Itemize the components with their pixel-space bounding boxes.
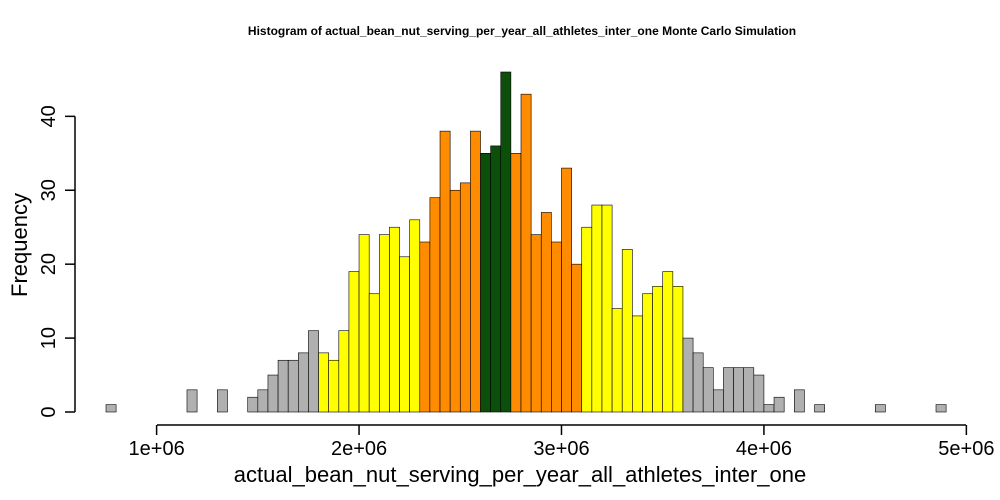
histogram-bar bbox=[551, 241, 562, 413]
histogram-bar bbox=[399, 256, 410, 413]
y-tick-label: 20 bbox=[38, 253, 60, 275]
histogram-bar bbox=[713, 389, 724, 413]
y-tick-label: 10 bbox=[38, 327, 60, 349]
histogram-bar bbox=[601, 204, 613, 413]
histogram-bar bbox=[530, 234, 542, 413]
histogram-bar bbox=[591, 204, 603, 413]
histogram-bar bbox=[338, 330, 350, 413]
histogram-bar bbox=[621, 249, 633, 413]
histogram-bar bbox=[581, 226, 593, 413]
histogram-bar bbox=[611, 308, 623, 413]
histogram-bar bbox=[793, 389, 805, 413]
histogram-bar bbox=[632, 315, 643, 413]
histogram-bar bbox=[490, 145, 502, 413]
histogram-bar bbox=[409, 219, 421, 413]
histogram-bar bbox=[652, 286, 664, 413]
histogram-bar bbox=[389, 226, 400, 413]
histogram-bar bbox=[217, 389, 228, 413]
histogram-bar bbox=[571, 263, 583, 413]
x-axis-label: actual_bean_nut_serving_per_year_all_ath… bbox=[234, 462, 806, 487]
histogram-bar bbox=[318, 352, 329, 413]
chart-title: Histogram of actual_bean_nut_serving_per… bbox=[248, 24, 796, 38]
histogram-bar bbox=[540, 212, 552, 413]
y-axis-label: Frequency bbox=[7, 193, 32, 297]
histogram-bar bbox=[723, 367, 734, 413]
histogram-bar bbox=[480, 153, 491, 413]
histogram-bar bbox=[743, 367, 755, 413]
histogram-bar bbox=[561, 167, 572, 413]
histogram-bar bbox=[429, 197, 441, 413]
histogram-bar bbox=[874, 404, 886, 413]
histogram-bar bbox=[298, 352, 309, 413]
y-tick-label: 0 bbox=[38, 406, 60, 417]
histogram-bar bbox=[358, 234, 370, 413]
histogram-bar bbox=[733, 367, 744, 413]
histogram-bar bbox=[459, 182, 471, 413]
histogram-bar bbox=[328, 359, 340, 413]
histogram-bar bbox=[702, 367, 714, 413]
histogram-bar bbox=[105, 404, 117, 413]
x-tick-label: 4e+06 bbox=[736, 438, 792, 460]
histogram-bar bbox=[500, 71, 512, 413]
histogram-bar bbox=[753, 374, 765, 413]
histogram-bar bbox=[368, 293, 380, 413]
histogram-bar bbox=[378, 234, 390, 413]
histogram-bar bbox=[682, 337, 694, 413]
histogram-bar bbox=[692, 352, 704, 413]
histogram-bar bbox=[308, 330, 319, 413]
histogram-bar bbox=[247, 396, 259, 413]
bars-group bbox=[105, 71, 947, 413]
histogram-bar bbox=[520, 93, 532, 413]
histogram-bar bbox=[642, 293, 653, 413]
histogram-bar bbox=[672, 286, 684, 413]
histogram-bar bbox=[449, 189, 461, 413]
histogram-bar bbox=[186, 389, 198, 413]
histogram-bar bbox=[763, 404, 775, 413]
x-tick-label: 2e+06 bbox=[331, 438, 387, 460]
y-tick-label: 40 bbox=[38, 105, 60, 127]
histogram-bar bbox=[773, 396, 785, 413]
histogram-bar bbox=[510, 153, 522, 413]
y-ticks-group: 0 10 20 30 40 bbox=[38, 105, 75, 418]
histogram-bar bbox=[662, 271, 674, 413]
x-tick-label: 5e+06 bbox=[938, 438, 994, 460]
histogram-bar bbox=[470, 130, 481, 413]
histogram-bar bbox=[935, 404, 947, 413]
histogram-bar bbox=[287, 359, 299, 413]
x-tick-label: 3e+06 bbox=[533, 438, 589, 460]
histogram-bar bbox=[439, 130, 451, 413]
x-tick-label: 1e+06 bbox=[129, 438, 185, 460]
histogram-bar bbox=[277, 359, 289, 413]
y-tick-label: 30 bbox=[38, 179, 60, 201]
histogram-bar bbox=[814, 404, 825, 413]
histogram-bar bbox=[419, 241, 431, 413]
histogram-bar bbox=[257, 389, 269, 413]
histogram-bar bbox=[267, 374, 279, 413]
x-ticks-group: 1e+06 2e+06 3e+06 4e+06 5e+06 bbox=[129, 425, 994, 460]
histogram-bar bbox=[348, 271, 360, 413]
